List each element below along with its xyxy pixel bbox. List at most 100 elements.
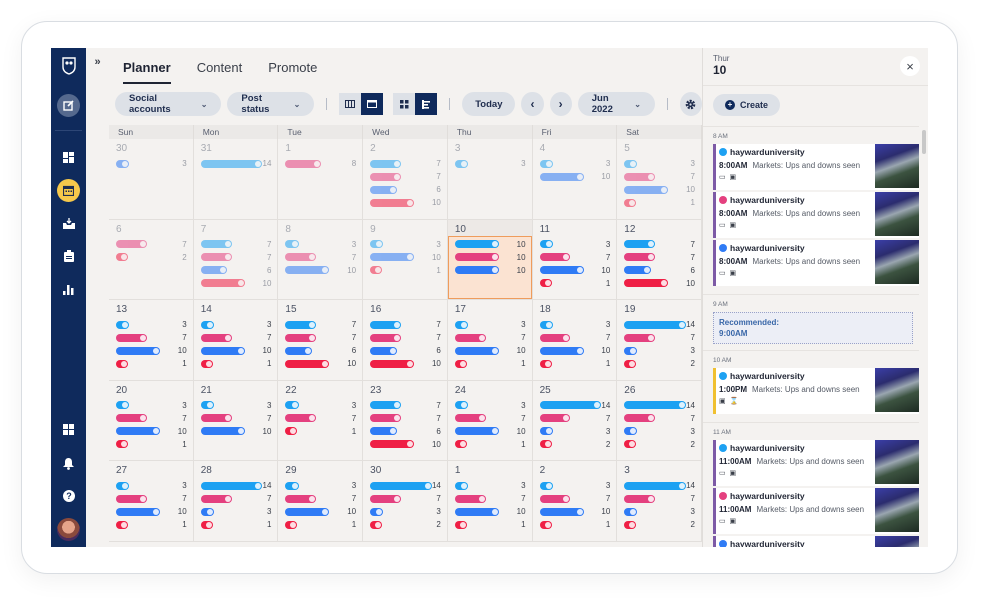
recommended-time-slot[interactable]: Recommended: 9:00AM xyxy=(713,312,913,344)
twitter-post-bar[interactable]: 7 xyxy=(370,399,441,412)
twitter-post-bar[interactable]: 3 xyxy=(285,399,356,412)
tab-promote[interactable]: Promote xyxy=(268,60,318,75)
facebook-post-bar[interactable]: 3 xyxy=(116,157,187,170)
twitter-post-bar[interactable]: 3 xyxy=(624,157,695,170)
pinterest-post-bar[interactable]: 10 xyxy=(285,357,356,370)
pinterest-post-bar[interactable]: 10 xyxy=(370,438,441,451)
twitter-post-bar[interactable]: 3 xyxy=(285,479,356,492)
twitter-post-bar[interactable]: 7 xyxy=(200,238,271,251)
facebook-post-bar[interactable]: 10 xyxy=(200,425,271,438)
scheduled-post-card[interactable]: haywarduniversity xyxy=(713,536,919,547)
calendar-day[interactable]: 16 7 7 6 10 xyxy=(363,300,448,380)
inbox-icon[interactable] xyxy=(57,212,80,235)
twitter-post-bar[interactable]: 14 xyxy=(370,479,441,492)
bar-chart-icon[interactable] xyxy=(57,278,80,301)
help-icon[interactable]: ? xyxy=(57,484,80,507)
today-button[interactable]: Today xyxy=(462,92,516,116)
pinterest-post-bar[interactable]: 1 xyxy=(285,425,356,438)
facebook-post-bar[interactable]: 6 xyxy=(200,264,271,277)
create-button[interactable]: + Create xyxy=(713,94,781,116)
calendar-day[interactable]: 27 3 7 10 1 xyxy=(109,461,194,541)
pinterest-post-bar[interactable]: 1 xyxy=(200,518,271,531)
calendar-day[interactable]: 30 3 xyxy=(109,139,194,219)
owl-shield-icon[interactable] xyxy=(57,54,80,77)
twitter-post-bar[interactable]: 3 xyxy=(116,399,187,412)
pinterest-post-bar[interactable]: 1 xyxy=(370,264,441,277)
instagram-post-bar[interactable]: 7 xyxy=(454,412,526,425)
calendar-day[interactable]: 7 7 7 6 10 xyxy=(194,219,279,299)
twitter-post-bar[interactable]: 3 xyxy=(285,238,356,251)
instagram-post-bar[interactable]: 7 xyxy=(285,412,356,425)
pinterest-post-bar[interactable]: 1 xyxy=(454,518,526,531)
facebook-post-bar[interactable]: 10 xyxy=(454,264,526,277)
calendar-day[interactable]: 14 3 7 10 1 xyxy=(194,300,279,380)
instagram-post-bar[interactable]: 7 xyxy=(370,492,441,505)
pinterest-post-bar[interactable]: 10 xyxy=(624,277,695,290)
instagram-post-bar[interactable]: 7 xyxy=(285,492,356,505)
scheduled-post-card[interactable]: haywarduniversity 1:00PM Markets: Ups and… xyxy=(713,368,919,414)
tab-content[interactable]: Content xyxy=(196,60,243,75)
post-status-dropdown[interactable]: Post status ⌄ xyxy=(227,92,315,116)
calendar-day[interactable]: 4 3 10 xyxy=(533,139,618,219)
facebook-post-bar[interactable]: 10 xyxy=(539,264,610,277)
instagram-post-bar[interactable]: 7 xyxy=(539,492,610,505)
instagram-post-bar[interactable]: 7 xyxy=(454,492,526,505)
twitter-post-bar[interactable]: 14 xyxy=(200,157,271,170)
twitter-post-bar[interactable]: 7 xyxy=(370,157,441,170)
facebook-post-bar[interactable]: 10 xyxy=(200,344,271,357)
instagram-post-bar[interactable]: 7 xyxy=(200,412,271,425)
facebook-post-bar[interactable]: 6 xyxy=(370,344,441,357)
pinterest-post-bar[interactable]: 1 xyxy=(285,518,356,531)
calendar-day[interactable]: 25 14 7 3 2 xyxy=(533,380,618,460)
calendar-day[interactable]: 2 3 7 10 1 xyxy=(533,461,618,541)
instagram-post-bar[interactable]: 7 xyxy=(116,412,187,425)
twitter-post-bar[interactable]: 14 xyxy=(539,399,610,412)
instagram-post-bar[interactable]: 7 xyxy=(285,251,356,264)
calendar-day[interactable]: 18 3 7 10 1 xyxy=(533,300,618,380)
calendar-day[interactable]: 26 14 7 3 2 xyxy=(617,380,702,460)
instagram-post-bar[interactable]: 7 xyxy=(539,412,610,425)
expand-sidebar-button[interactable]: » xyxy=(86,48,109,547)
twitter-post-bar[interactable]: 14 xyxy=(200,479,271,492)
twitter-post-bar[interactable]: 3 xyxy=(116,318,187,331)
twitter-post-bar[interactable]: 3 xyxy=(539,157,610,170)
twitter-post-bar[interactable]: 3 xyxy=(539,318,610,331)
calendar-day[interactable]: 23 7 7 6 10 xyxy=(363,380,448,460)
twitter-post-bar[interactable]: 7 xyxy=(624,238,695,251)
twitter-post-bar[interactable]: 3 xyxy=(200,399,271,412)
facebook-post-bar[interactable]: 10 xyxy=(285,264,356,277)
scheduled-post-card[interactable]: haywarduniversity 11:00AM Markets: Ups an… xyxy=(713,488,919,534)
instagram-post-bar[interactable]: 7 xyxy=(624,170,695,183)
instagram-post-bar[interactable]: 7 xyxy=(285,331,356,344)
instagram-post-bar[interactable]: 7 xyxy=(370,170,441,183)
scheduled-post-card[interactable]: haywarduniversity 11:00AM Markets: Ups an… xyxy=(713,440,919,486)
instagram-post-bar[interactable]: 8 xyxy=(285,157,356,170)
facebook-post-bar[interactable]: 6 xyxy=(285,344,356,357)
instagram-post-bar[interactable]: 7 xyxy=(539,331,610,344)
pinterest-post-bar[interactable]: 2 xyxy=(624,357,695,370)
scheduled-post-card[interactable]: haywarduniversity 8:00AM Markets: Ups and… xyxy=(713,144,919,190)
instagram-post-bar[interactable]: 7 xyxy=(116,492,187,505)
twitter-post-bar[interactable]: 3 xyxy=(454,318,526,331)
twitter-post-bar[interactable]: 3 xyxy=(116,479,187,492)
calendar-day-today[interactable]: 10 10 10 10 xyxy=(447,219,533,299)
pinterest-post-bar[interactable]: 1 xyxy=(624,196,695,209)
dashboard-icon[interactable] xyxy=(57,146,80,169)
pinterest-post-bar[interactable]: 10 xyxy=(370,357,441,370)
instagram-post-bar[interactable]: 7 xyxy=(200,331,271,344)
instagram-post-bar[interactable]: 7 xyxy=(200,251,271,264)
instagram-post-bar[interactable]: 7 xyxy=(454,331,526,344)
pinterest-post-bar[interactable]: 1 xyxy=(454,438,526,451)
calendar-day[interactable]: 1 3 7 10 1 xyxy=(448,461,533,541)
pinterest-post-bar[interactable]: 10 xyxy=(370,196,441,209)
twitter-post-bar[interactable]: 3 xyxy=(200,318,271,331)
instagram-post-bar[interactable]: 10 xyxy=(454,251,526,264)
twitter-post-bar[interactable]: 14 xyxy=(624,399,695,412)
calendar-day[interactable]: 30 14 7 3 2 xyxy=(363,461,448,541)
pinterest-post-bar[interactable]: 1 xyxy=(539,277,610,290)
facebook-post-bar[interactable]: 3 xyxy=(624,505,695,518)
pinterest-post-bar[interactable]: 2 xyxy=(624,438,695,451)
facebook-post-bar[interactable]: 6 xyxy=(370,183,441,196)
